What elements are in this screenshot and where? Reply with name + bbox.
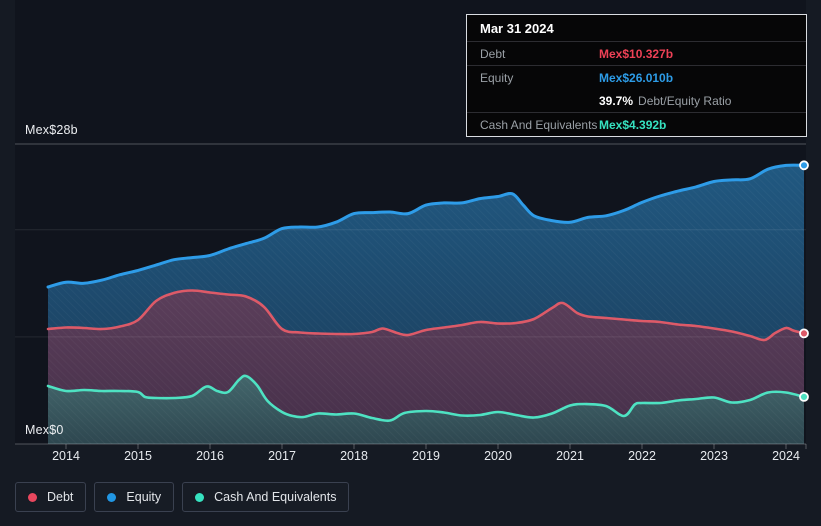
tooltip-row-cash: Cash And Equivalents Mex$4.392b [467,112,806,136]
chart-tooltip: Mar 31 2024 Debt Mex$10.327b Equity Mex$… [466,14,807,137]
x-axis-label-2016: 2016 [196,449,224,463]
x-axis-label-2015: 2015 [124,449,152,463]
equity-legend-dot [107,492,117,502]
tooltip-date: Mar 31 2024 [467,15,806,42]
tooltip-row-debt: Debt Mex$10.327b [467,42,806,65]
legend-label-equity: Equity [126,490,162,504]
legend-item-cash[interactable]: Cash And Equivalents [182,482,350,512]
tooltip-equity-value: Mex$26.010b [599,70,674,85]
tooltip-row-equity: Equity Mex$26.010b [467,65,806,89]
x-axis-label-2018: 2018 [340,449,368,463]
tooltip-cash-value: Mex$4.392b [599,117,667,132]
x-axis-label-2024: 2024 [772,449,800,463]
legend-item-debt[interactable]: Debt [15,482,87,512]
x-axis-label-2020: 2020 [484,449,512,463]
tooltip-row-ratio: 39.7% Debt/Equity Ratio [467,89,806,112]
x-axis-label-2022: 2022 [628,449,656,463]
debt-legend-dot [28,492,37,502]
x-axis-label-2019: 2019 [412,449,440,463]
x-axis-label-2017: 2017 [268,449,296,463]
x-axis-label-2023: 2023 [700,449,728,463]
tooltip-debt-value: Mex$10.327b [599,46,674,61]
y-axis-label-max: Mex$28b [25,123,78,137]
x-axis-label-2014: 2014 [52,449,80,463]
legend-label-cash: Cash And Equivalents [214,490,337,504]
tooltip-ratio-text: Debt/Equity Ratio [638,93,732,108]
legend-label-debt: Debt [47,490,74,504]
tooltip-equity-label: Equity [480,70,514,85]
legend-item-equity[interactable]: Equity [94,482,175,512]
tooltip-debt-label: Debt [480,46,506,61]
cash-legend-dot [195,492,205,502]
x-axis-label-2021: 2021 [556,449,584,463]
tooltip-cash-label: Cash And Equivalents [480,117,598,132]
y-axis-label-zero: Mex$0 [25,423,64,437]
chart-legend: Debt Equity Cash And Equivalents [15,482,350,512]
tooltip-ratio-value: 39.7% [599,93,634,108]
